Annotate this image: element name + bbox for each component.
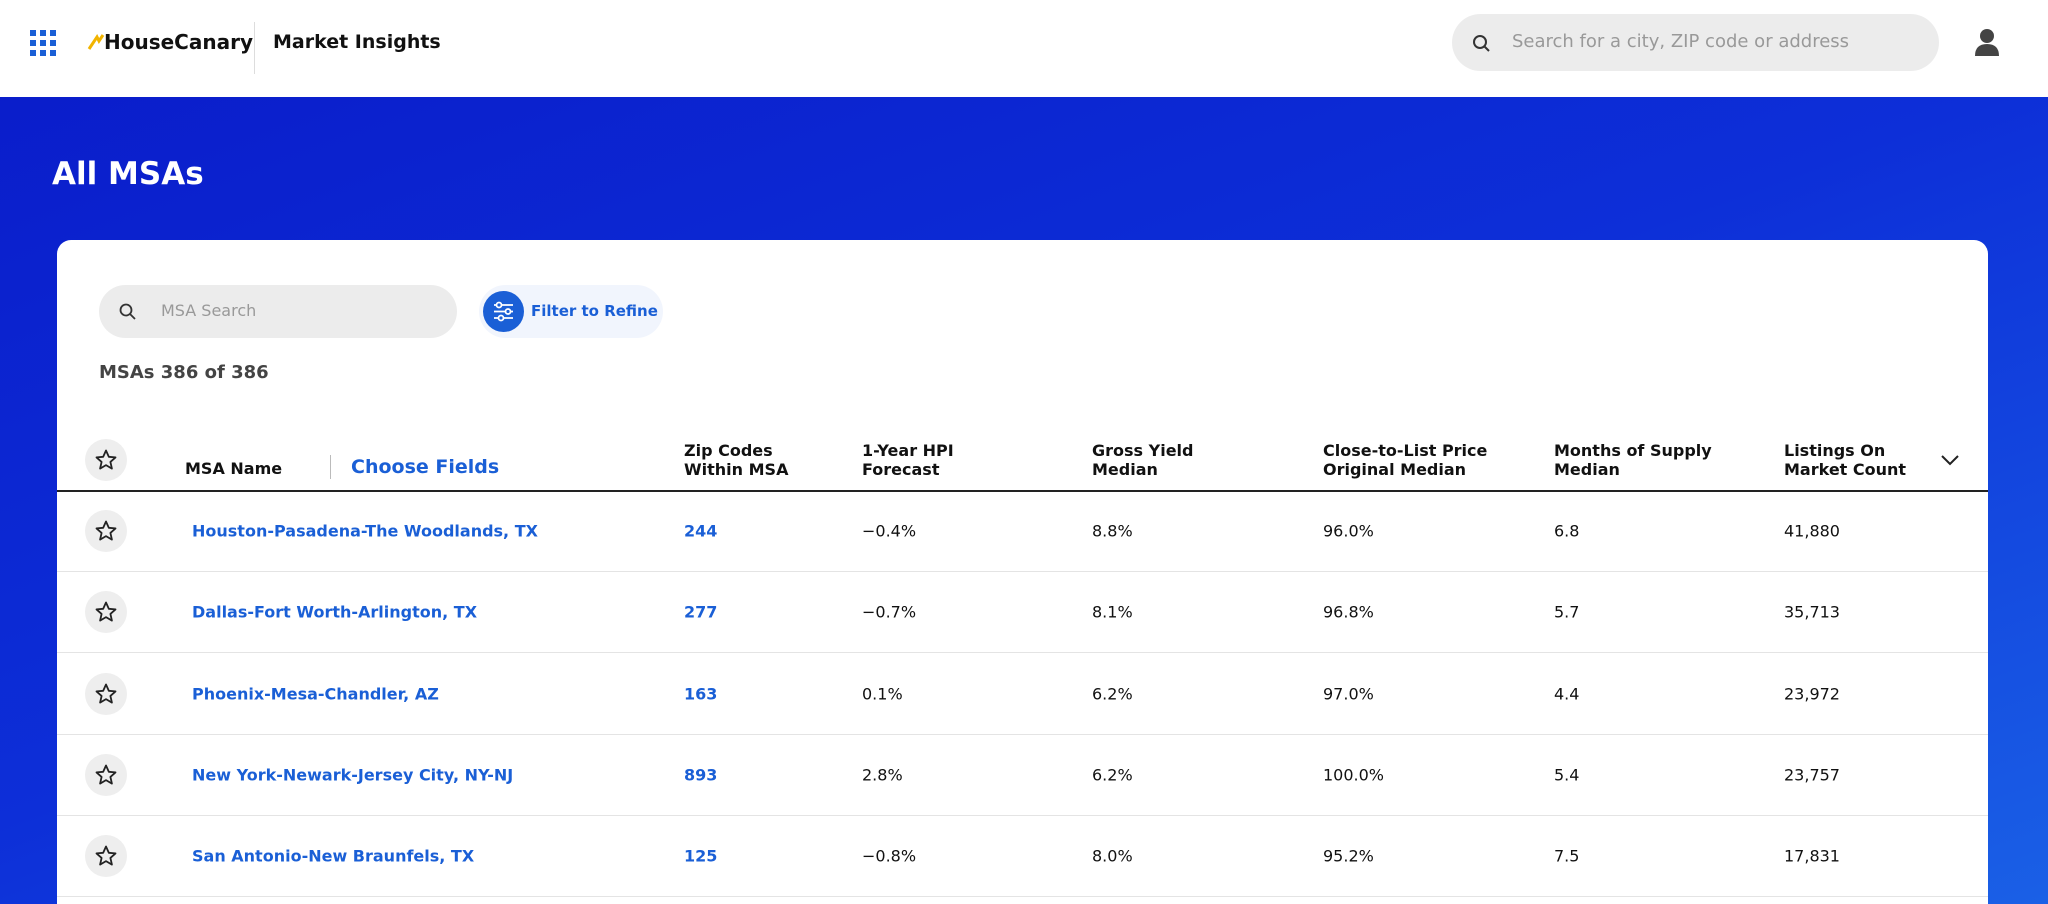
column-header[interactable]: Gross Yield Median: [1092, 441, 1194, 479]
card: [57, 240, 1988, 904]
product-name: Market Insights: [273, 31, 441, 53]
cell-value: 96.0%: [1323, 521, 1374, 541]
zip-count[interactable]: 163: [684, 684, 718, 704]
expand-columns[interactable]: [1940, 452, 1960, 471]
column-header-line: Close-to-List Price: [1323, 441, 1488, 460]
cell-value: 41,880: [1784, 521, 1840, 541]
result-count: MSAs 386 of 386: [99, 362, 269, 383]
star-button[interactable]: [85, 672, 127, 715]
cell-value: 23,972: [1784, 684, 1840, 704]
column-header-line: Forecast: [862, 460, 940, 479]
msa-name[interactable]: New York-Newark-Jersey City, NY-NJ: [192, 765, 514, 785]
row-line: [57, 814, 1988, 816]
cell-value: 2.8%: [862, 765, 903, 785]
cell-value: 23,757: [1784, 765, 1840, 785]
column-header-line: Months of Supply: [1554, 441, 1712, 460]
msa-name[interactable]: Houston-Pasadena-The Woodlands, TX: [192, 521, 538, 541]
column-header-line: Market Count: [1784, 460, 1907, 479]
column-header: MSA Name: [185, 459, 283, 478]
header-line: [57, 490, 1988, 492]
column-header-line: Gross Yield: [1092, 441, 1194, 460]
cell-value: 97.0%: [1323, 684, 1374, 704]
cell-value: 6.2%: [1092, 684, 1133, 704]
cell-value: 5.4: [1554, 765, 1580, 785]
cell-value: 6.2%: [1092, 765, 1133, 785]
filter-label: Filter to Refine: [531, 302, 658, 320]
filter-button[interactable]: Filter to Refine: [479, 285, 663, 338]
cell-value: 0.1%: [862, 684, 903, 704]
star-button[interactable]: [85, 510, 127, 552]
search-icon: [1473, 35, 1490, 52]
zip-count[interactable]: 893: [684, 765, 718, 785]
cell-value: 7.5: [1554, 846, 1580, 866]
msa-name[interactable]: San Antonio-New Braunfels, TX: [192, 846, 475, 866]
logo-mark: [87, 34, 105, 50]
cell-value: 8.1%: [1092, 602, 1133, 622]
choose-fields[interactable]: Choose Fields: [351, 456, 500, 478]
column-header[interactable]: Zip Codes Within MSA: [684, 441, 788, 479]
zip-count[interactable]: 277: [684, 602, 718, 622]
column-header[interactable]: Close-to-List Price Original Median: [1323, 441, 1487, 479]
divider: [254, 22, 255, 74]
row-line: [57, 733, 1988, 735]
star-all[interactable]: [85, 439, 127, 481]
column-header[interactable]: Listings On Market Count: [1784, 441, 1906, 479]
page-title: All MSAs: [52, 156, 204, 192]
cell-value: 8.0%: [1092, 846, 1133, 866]
cell-value: −0.8%: [862, 846, 917, 866]
column-header-line: Median: [1092, 460, 1158, 479]
filter-icon: [483, 291, 524, 332]
column-header[interactable]: Months of Supply Median: [1554, 441, 1712, 479]
cell-value: −0.7%: [862, 602, 917, 622]
star-button[interactable]: [85, 753, 127, 796]
cell-value: 95.2%: [1323, 846, 1374, 866]
column-header-line: 1-Year HPI: [862, 441, 954, 460]
search-icon: [119, 303, 136, 320]
cell-value: 35,713: [1784, 602, 1840, 622]
search-placeholder: Search for a city, ZIP code or address: [1512, 31, 1850, 52]
cell-value: 17,831: [1784, 846, 1840, 866]
column-header-line: Original Median: [1323, 460, 1467, 479]
row-line: [57, 571, 1988, 572]
cell-value: −0.4%: [862, 521, 917, 541]
divider: [330, 455, 331, 479]
column-header-line: Median: [1554, 460, 1620, 479]
star-button[interactable]: [85, 835, 127, 878]
apps-menu[interactable]: [30, 30, 56, 56]
search-placeholder: MSA Search: [161, 301, 257, 320]
cell-value: 4.4: [1554, 684, 1580, 704]
msa-search[interactable]: MSA Search: [99, 285, 457, 338]
zip-count[interactable]: 244: [684, 521, 718, 541]
row-line: [57, 652, 1988, 654]
column-header-line: Zip Codes: [684, 441, 773, 460]
column-header-line: Listings On: [1784, 441, 1886, 460]
cell-value: 100.0%: [1323, 765, 1385, 785]
global-search[interactable]: Search for a city, ZIP code or address: [1452, 14, 1939, 71]
user-icon[interactable]: [1974, 28, 2000, 58]
msa-name[interactable]: Dallas-Fort Worth-Arlington, TX: [192, 602, 478, 622]
top-bar: HouseCanary Market Insights Search for a…: [0, 0, 2048, 97]
column-header[interactable]: 1-Year HPI Forecast: [862, 441, 954, 479]
cell-value: 5.7: [1554, 602, 1580, 622]
cell-value: 8.8%: [1092, 521, 1133, 541]
msa-name[interactable]: Phoenix-Mesa-Chandler, AZ: [192, 684, 439, 704]
star-button[interactable]: [85, 591, 127, 634]
zip-count[interactable]: 125: [684, 846, 718, 866]
column-header-line: Within MSA: [684, 460, 789, 479]
row-line: [57, 896, 1988, 898]
cell-value: 6.8: [1554, 521, 1580, 541]
logo[interactable]: HouseCanary: [104, 30, 253, 54]
cell-value: 96.8%: [1323, 602, 1374, 622]
